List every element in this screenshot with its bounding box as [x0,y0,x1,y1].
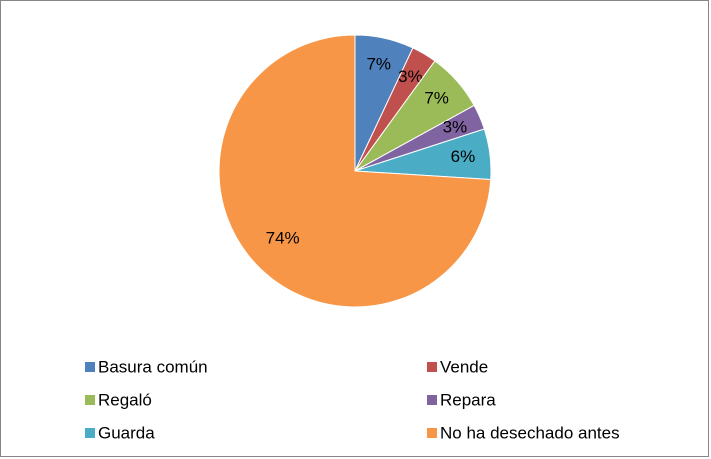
legend-label: Basura común [98,357,208,376]
legend-swatch [85,428,95,438]
data-label: 7% [424,89,449,108]
data-label: 3% [443,117,468,136]
legend-label: Guarda [98,423,155,442]
legend-swatch [427,395,437,405]
legend-swatch [85,395,95,405]
legend-label: Vende [440,357,488,376]
legend-swatch [427,428,437,438]
data-label: 7% [366,54,391,73]
legend-swatch [85,362,95,372]
data-label: 74% [266,228,300,247]
legend-label: Repara [440,390,496,409]
pie-slice [218,34,492,308]
legend-swatch [427,362,437,372]
legend-label: No ha desechado antes [440,423,620,442]
legend-label: Regaló [98,390,152,409]
data-label: 3% [398,67,423,86]
data-label: 6% [451,147,476,166]
